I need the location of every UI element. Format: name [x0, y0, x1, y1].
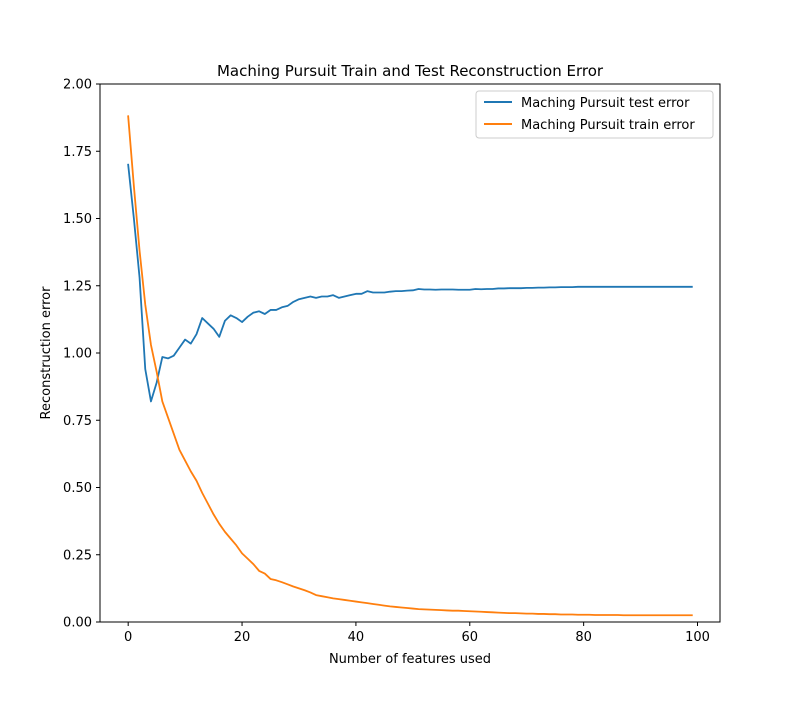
- y-tick-label: 0.50: [63, 481, 92, 496]
- x-axis-ticks: 0 20 40 60 80 100: [124, 622, 710, 645]
- legend-label-test: Maching Pursuit test error: [521, 96, 690, 111]
- y-tick-label: 1.00: [63, 347, 92, 362]
- y-tick-label: 0.75: [63, 414, 92, 429]
- x-tick-label: 20: [234, 630, 251, 645]
- chart-title: Maching Pursuit Train and Test Reconstru…: [217, 62, 604, 80]
- x-tick-label: 40: [348, 630, 365, 645]
- x-tick-label: 60: [462, 630, 479, 645]
- series-line-train: [127, 115, 693, 617]
- x-axis-label: Number of features used: [329, 652, 491, 667]
- legend-label-train: Maching Pursuit train error: [521, 118, 695, 133]
- legend-box: [475, 90, 714, 139]
- y-tick-label: 2.00: [63, 78, 92, 93]
- y-tick-label: 1.75: [63, 145, 92, 160]
- y-tick-label: 0.25: [63, 548, 92, 563]
- y-axis-ticks: 0.00 0.25 0.50 0.75 1.00 1.25 1.50 1.75 2.00: [63, 78, 100, 631]
- series-line-test: [127, 163, 693, 403]
- x-tick-label: 0: [124, 630, 132, 645]
- legend: Maching Pursuit test error Maching Pursu…: [475, 90, 714, 139]
- x-tick-label: 80: [575, 630, 592, 645]
- x-tick-label: 100: [685, 630, 710, 645]
- y-axis-label: Reconstruction error: [39, 286, 54, 420]
- y-tick-label: 1.25: [63, 279, 92, 294]
- y-tick-label: 1.50: [63, 212, 92, 227]
- y-tick-label: 0.00: [63, 616, 92, 631]
- plot-area: [127, 115, 693, 617]
- axes-frame: [99, 83, 721, 623]
